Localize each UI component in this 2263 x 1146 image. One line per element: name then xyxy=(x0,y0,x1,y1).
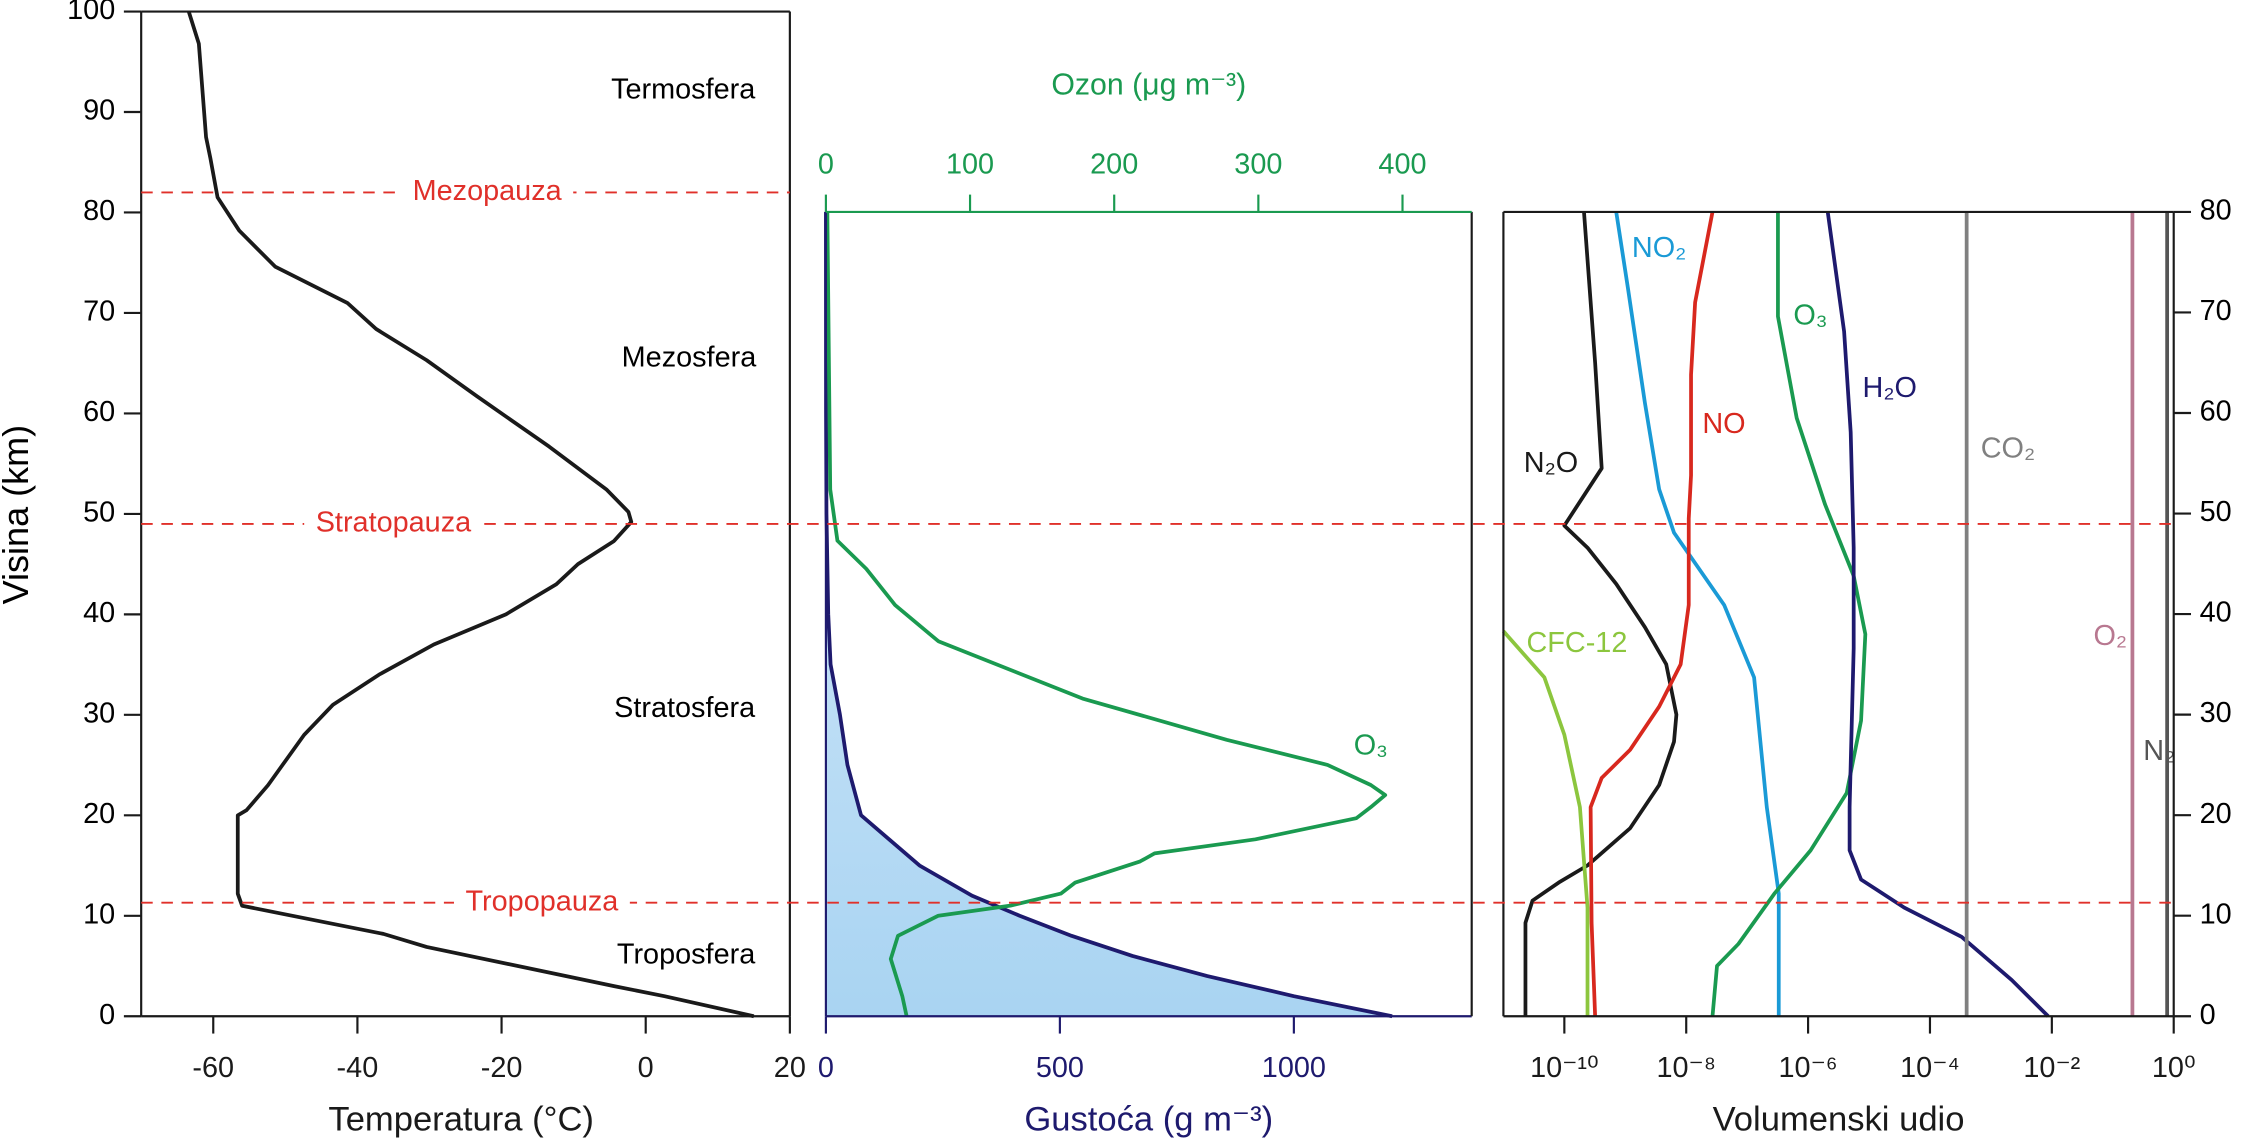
x-tick-label: 0 xyxy=(638,1052,654,1084)
y-tick-label: 80 xyxy=(2200,195,2232,227)
series-label: CFC-12 xyxy=(1526,627,1627,659)
y-tick-label: 0 xyxy=(99,999,115,1031)
x-tick-label: 10⁻⁴ xyxy=(1900,1052,1960,1084)
reference-label-bg xyxy=(304,506,483,542)
series-label: H₂O xyxy=(1863,372,1917,404)
series-label: O₂ xyxy=(2093,620,2127,652)
profile-line xyxy=(1502,629,1590,1017)
series-label: O₃ xyxy=(1793,300,1827,332)
y-tick-label: 60 xyxy=(2200,396,2232,428)
x-tick-label: 1000 xyxy=(1262,1052,1326,1084)
x-axis-title: Volumenski udio xyxy=(1713,1101,1965,1139)
density-fill xyxy=(825,211,1393,1017)
y-tick-label: 0 xyxy=(2200,999,2216,1031)
y-axis-title: Visina (km) xyxy=(0,425,36,604)
series-label: N₂O xyxy=(1524,447,1578,479)
x-tick-label: 10⁻¹⁰ xyxy=(1530,1052,1598,1084)
x-tick-label: 500 xyxy=(1036,1052,1084,1084)
profile-line xyxy=(825,211,1388,1017)
y-tick-label: 20 xyxy=(83,798,115,830)
x-tick-label: 10⁻⁶ xyxy=(1779,1052,1838,1084)
y-tick-label: 60 xyxy=(83,396,115,428)
x2-tick-label: 200 xyxy=(1090,148,1138,180)
y-tick-label: 40 xyxy=(2200,597,2232,629)
x-tick-label: 0 xyxy=(818,1052,834,1084)
y-tick-label: 90 xyxy=(83,95,115,127)
y-tick-label: 10 xyxy=(83,898,115,930)
series-label: O₃ xyxy=(1354,729,1388,761)
profile-line xyxy=(1614,211,1781,1017)
profile-line xyxy=(1523,211,1679,1017)
y-tick-label: 70 xyxy=(83,296,115,328)
y-tick-label: 100 xyxy=(67,0,115,26)
series-label: CO₂ xyxy=(1981,432,2035,464)
x2-tick-label: 300 xyxy=(1234,148,1282,180)
x-tick-label: -20 xyxy=(481,1052,523,1084)
y-tick-label: 70 xyxy=(2200,295,2232,327)
x-tick-label: -40 xyxy=(337,1052,379,1084)
series-label: N₂ xyxy=(2143,735,2175,767)
y-tick-label: 10 xyxy=(2200,898,2232,930)
x-tick-label: 10⁻⁸ xyxy=(1656,1052,1715,1084)
profile-line xyxy=(1710,211,1868,1017)
profile-line xyxy=(824,211,1393,1019)
x-tick-label: 10⁻² xyxy=(2023,1052,2080,1084)
reference-label: Mezopauza xyxy=(413,175,563,207)
y-tick-label: 80 xyxy=(83,195,115,227)
x-tick-label: 20 xyxy=(774,1052,806,1084)
profile-line xyxy=(1588,211,1715,1017)
series-label: NO₂ xyxy=(1632,232,1686,264)
reference-label: Tropopauza xyxy=(466,885,620,917)
profile-line xyxy=(1825,211,2050,1018)
reference-label: Stratopauza xyxy=(316,507,472,539)
x2-tick-label: 400 xyxy=(1378,148,1426,180)
layer-label: Troposfera xyxy=(617,938,756,970)
y-tick-label: 30 xyxy=(83,697,115,729)
reference-label-bg xyxy=(453,885,630,921)
y-tick-label: 20 xyxy=(2200,798,2232,830)
x-axis-title: Temperatura (°C) xyxy=(328,1101,594,1139)
series-label: NO xyxy=(1702,408,1745,440)
x2-tick-label: 100 xyxy=(946,148,994,180)
y-tick-label: 50 xyxy=(2200,496,2232,528)
layer-label: Mezosfera xyxy=(622,342,758,374)
profile-line xyxy=(186,10,755,1019)
x-tick-label: 10⁰ xyxy=(2152,1052,2196,1084)
x-axis-title: Gustoća (g m⁻³) xyxy=(1024,1101,1273,1139)
layer-label: Termosfera xyxy=(611,73,756,105)
y-tick-label: 40 xyxy=(83,597,115,629)
layer-label: Stratosfera xyxy=(614,692,756,724)
x2-tick-label: 0 xyxy=(818,148,834,180)
x-tick-label: -60 xyxy=(192,1052,234,1084)
y-tick-label: 50 xyxy=(83,497,115,529)
y-tick-label: 30 xyxy=(2200,697,2232,729)
x2-axis-title: Ozon (μg m⁻³) xyxy=(1051,68,1246,101)
reference-label-bg xyxy=(401,175,574,210)
